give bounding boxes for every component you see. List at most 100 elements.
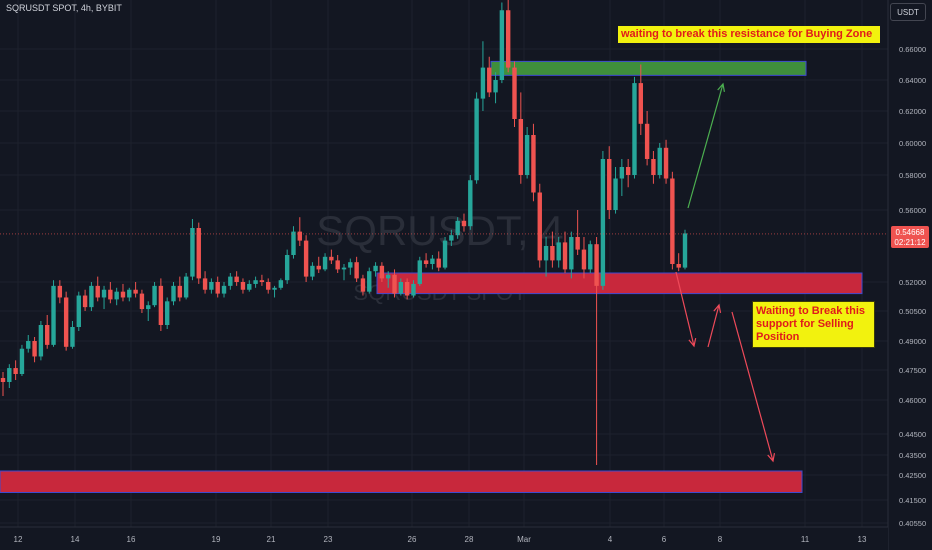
price-tick-label: 0.56000 <box>899 206 926 215</box>
candle-body <box>171 285 176 302</box>
candle-body <box>436 258 441 268</box>
candle-body <box>303 240 309 277</box>
candle-body <box>76 295 81 327</box>
currency-button[interactable]: USDT <box>890 3 926 21</box>
candle-body <box>499 10 505 80</box>
candle-body <box>537 192 542 261</box>
time-tick-label: 6 <box>662 535 667 544</box>
candle-body <box>512 67 517 119</box>
candle-body <box>386 274 391 279</box>
candle-body <box>266 282 271 290</box>
price-tick-label: 0.43500 <box>899 451 926 460</box>
candle-body <box>316 265 321 270</box>
watermark-symbol: SQRUSDT, 4 <box>316 207 563 254</box>
candle-body <box>398 282 404 294</box>
candle-body <box>228 276 233 286</box>
price-label: 0.54668 02:21:12 <box>891 226 929 248</box>
candle-body <box>682 233 688 268</box>
candle-body <box>657 147 662 175</box>
time-tick-label: 11 <box>801 535 810 544</box>
candle-body <box>152 285 157 306</box>
candle-body <box>253 280 258 284</box>
price-tick-label: 0.49000 <box>899 337 926 346</box>
candle-body <box>101 289 107 298</box>
support-note: Waiting to Break this support for Sellin… <box>752 301 875 348</box>
candle-body <box>638 83 643 124</box>
candle-body <box>139 293 145 310</box>
price-tick-label: 0.60000 <box>899 139 926 148</box>
candle-body <box>632 83 637 175</box>
sell-arrow-2[interactable] <box>707 304 720 348</box>
candle-body <box>625 167 631 175</box>
candle-body <box>341 267 347 270</box>
candle-body <box>7 368 12 382</box>
price-tick-label: 0.46000 <box>899 396 926 405</box>
candle-body <box>95 285 100 298</box>
candle-body <box>543 246 549 261</box>
candle-body <box>493 80 498 93</box>
candle-body <box>272 287 277 290</box>
time-tick-label: 4 <box>608 535 613 544</box>
time-tick-label: 28 <box>465 535 474 544</box>
price-tick-label: 0.42500 <box>899 471 926 480</box>
candle-body <box>442 240 448 268</box>
candle-body <box>259 280 265 282</box>
sell-arrow-3[interactable] <box>731 311 774 462</box>
price-tick-label: 0.58000 <box>899 171 926 180</box>
candle-body <box>569 237 574 270</box>
candle-body <box>0 378 6 382</box>
candle-body <box>183 276 189 298</box>
candle-body <box>291 231 296 255</box>
candle-body <box>550 246 555 261</box>
sell-arrow-1[interactable] <box>675 271 695 347</box>
candle-body <box>127 289 132 298</box>
candle-body <box>562 242 568 270</box>
candle-body <box>297 231 302 241</box>
candle-body <box>215 282 220 294</box>
time-tick-label: 13 <box>858 535 867 544</box>
candle-body <box>354 262 359 279</box>
time-axis: 12 14 16 19 21 23 26 28 Mar 4 6 8 11 13 <box>14 535 867 544</box>
candle-body <box>114 291 119 300</box>
candle-body <box>158 285 164 325</box>
candle-body <box>284 255 290 281</box>
candle-body <box>335 260 340 270</box>
candle-body <box>518 119 524 175</box>
time-tick-label: 23 <box>324 535 333 544</box>
candle-body <box>417 260 422 284</box>
candle-body <box>209 282 214 290</box>
price-label-countdown: 02:21:12 <box>894 238 926 247</box>
candle-body <box>644 123 650 159</box>
candle-body <box>588 244 593 270</box>
price-axis-panel[interactable] <box>888 0 932 550</box>
candle-body <box>581 249 587 270</box>
chart-title: SQRUSDT SPOT, 4h, BYBIT <box>6 3 122 13</box>
candle-body <box>196 228 201 279</box>
candle-body <box>430 258 435 264</box>
candle-body <box>423 260 429 264</box>
support-zone[interactable] <box>376 272 863 295</box>
price-tick-label: 0.41500 <box>899 496 926 505</box>
candle-body <box>663 147 669 179</box>
candle-body <box>32 341 37 357</box>
candles <box>0 0 688 465</box>
candle-body <box>531 135 536 193</box>
price-tick-label: 0.52000 <box>899 278 926 287</box>
candle-body <box>487 67 492 93</box>
candle-body <box>164 301 170 325</box>
candle-body <box>676 264 681 268</box>
price-tick-label: 0.62000 <box>899 107 926 116</box>
support-zone[interactable] <box>0 470 803 493</box>
candle-body <box>45 325 50 345</box>
candle-body <box>474 98 479 181</box>
candle-body <box>278 280 284 288</box>
candle-body <box>26 341 31 349</box>
buy-arrow[interactable] <box>687 83 724 209</box>
time-axis-panel[interactable] <box>0 527 888 550</box>
price-tick-label: 0.44500 <box>899 430 926 439</box>
resistance-zone[interactable] <box>490 60 807 76</box>
sell-arrow-3-head <box>767 453 776 463</box>
candle-body <box>120 291 126 298</box>
candle-body <box>404 282 410 296</box>
